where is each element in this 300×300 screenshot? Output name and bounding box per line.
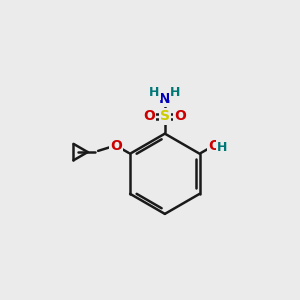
- Text: S: S: [160, 110, 170, 123]
- Text: N: N: [159, 92, 171, 106]
- Text: O: O: [174, 110, 186, 123]
- Text: O: O: [110, 139, 122, 152]
- Text: O: O: [208, 139, 220, 152]
- Text: H: H: [149, 86, 160, 99]
- Text: H: H: [217, 141, 227, 154]
- Text: H: H: [170, 86, 181, 99]
- Text: O: O: [143, 110, 155, 123]
